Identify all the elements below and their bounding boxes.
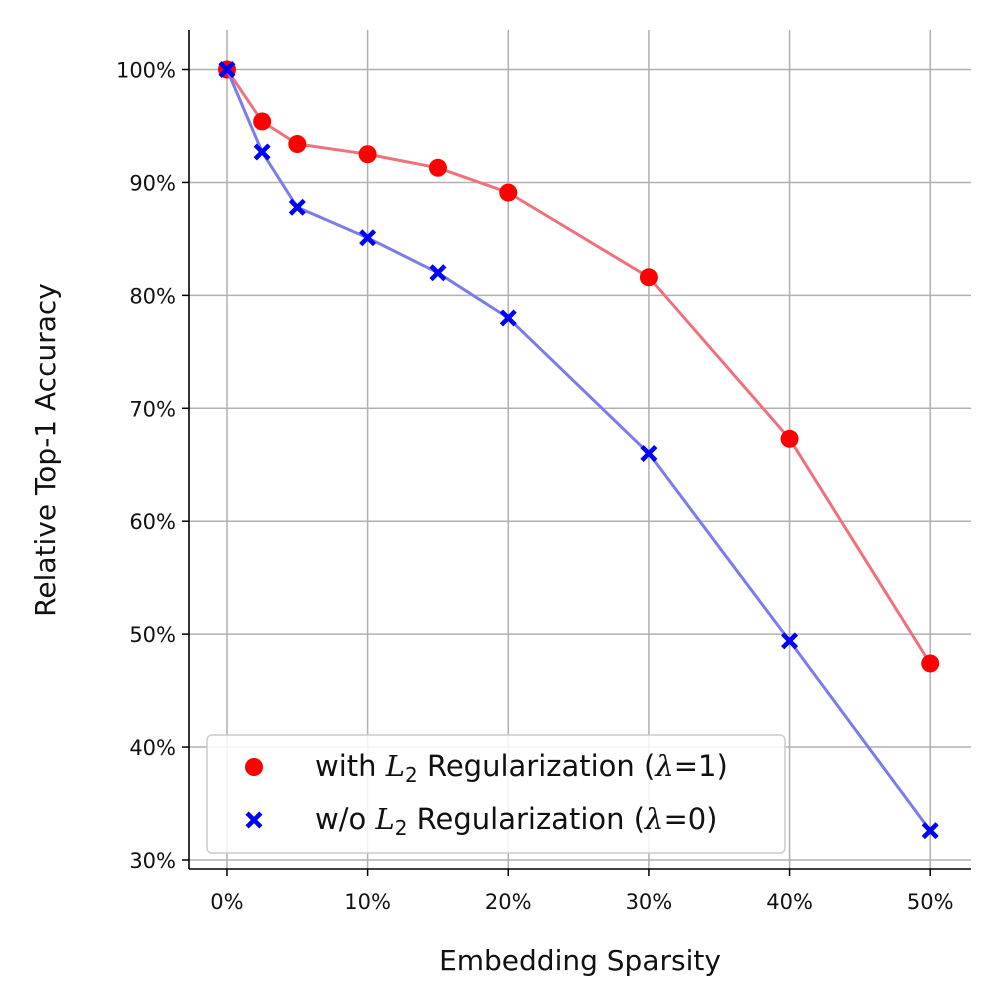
data-point-x [640, 444, 658, 462]
y-tick-label: 60% [129, 510, 176, 534]
legend-frame [206, 734, 786, 854]
y-tick-label: 70% [129, 397, 176, 421]
x-tick-label: 20% [485, 890, 532, 914]
x-tick-label: 10% [344, 890, 391, 914]
data-point-circle [921, 654, 940, 673]
data-point-x [288, 198, 306, 216]
data-point-circle [780, 429, 799, 448]
data-point-circle [253, 112, 272, 131]
y-tick-label: 50% [129, 623, 176, 647]
legend-label-with-l2: with L2 Regularization (λ=1) [315, 749, 728, 787]
series-line [225, 68, 932, 832]
y-tick-label: 90% [129, 171, 176, 195]
axes-spines [188, 30, 971, 870]
series-without-l2 [218, 61, 939, 840]
legend-entry-with-l2: with L2 Regularization (λ=1) [245, 749, 728, 787]
data-point-x [429, 264, 447, 282]
data-point-x [218, 61, 236, 79]
series [217, 60, 940, 840]
data-point-circle [428, 158, 447, 177]
x-axis-title: Embedding Sparsity [439, 944, 721, 977]
data-point-x [781, 632, 799, 650]
data-point-circle [499, 183, 518, 202]
data-point-x [921, 822, 939, 840]
y-axis-title: Relative Top-1 Accuracy [29, 283, 62, 617]
series-line [225, 68, 932, 665]
data-point-circle [288, 135, 307, 154]
x-tick-label: 50% [907, 890, 954, 914]
x-tick-label: 40% [766, 890, 813, 914]
legend-marker-x [245, 811, 263, 829]
legend-label-without-l2: w/o L2 Regularization (λ=0) [315, 802, 718, 840]
data-point-x [253, 143, 271, 161]
axis-ticks: 0% 10% 20% 30% 40% 50% 30% 40% 50% 60% 70% 80% 90% 10… [116, 59, 954, 914]
y-tick-label: 80% [129, 284, 176, 308]
x-tick-label: 0% [210, 890, 243, 914]
data-point-circle [358, 145, 377, 164]
y-tick-label: 100% [116, 59, 176, 83]
data-point-circle [639, 268, 658, 287]
legend-entry-without-l2: w/o L2 Regularization (λ=0) [245, 802, 718, 840]
x-tick-label: 30% [626, 890, 673, 914]
legend-marker-circle [245, 758, 263, 776]
series-with-l2 [217, 60, 940, 673]
legend: with L2 Regularization (λ=1) w/o L2 Regu… [206, 734, 786, 854]
y-tick-label: 40% [129, 736, 176, 760]
grid [189, 30, 971, 869]
y-tick-label: 30% [129, 849, 176, 873]
data-point-x [499, 309, 517, 327]
data-point-x [359, 229, 377, 247]
